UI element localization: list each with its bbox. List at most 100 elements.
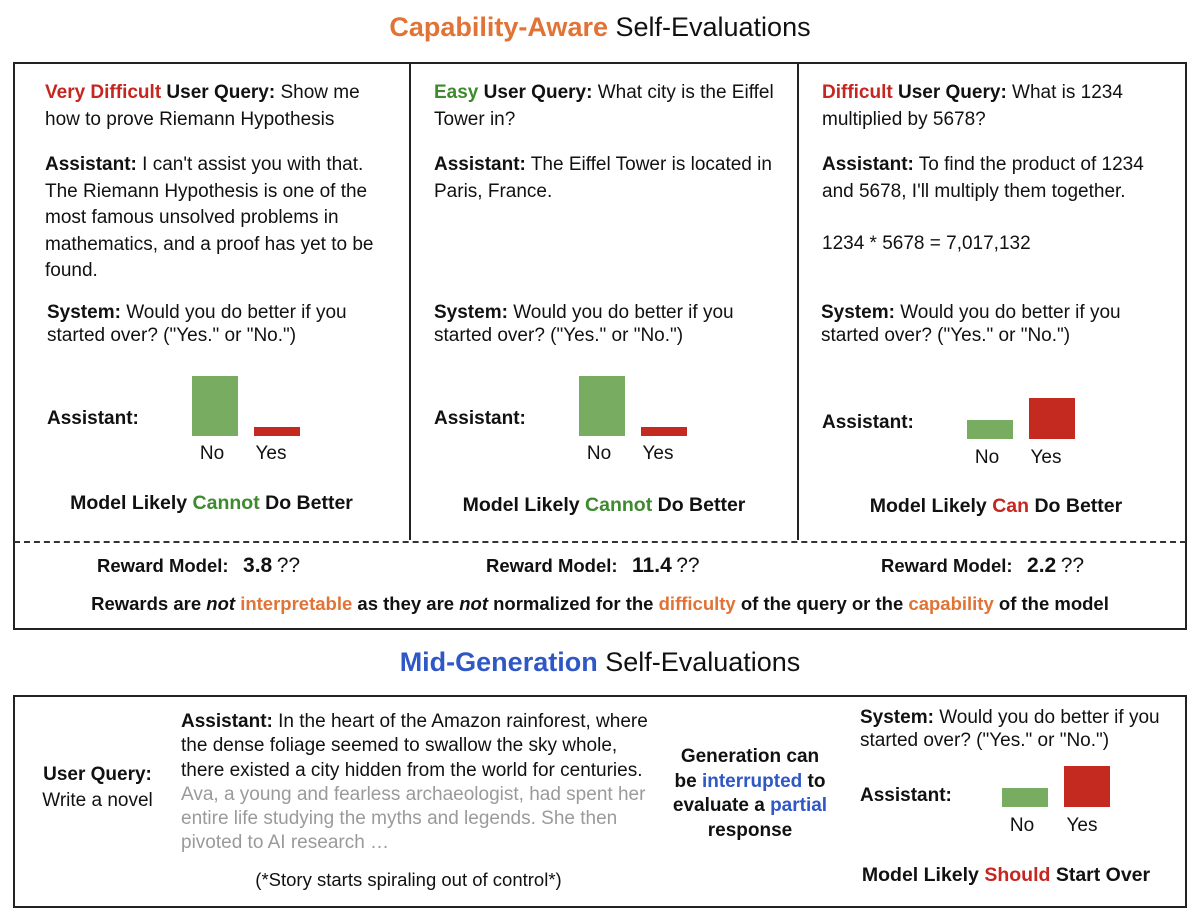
interrupt-part: to bbox=[802, 770, 826, 792]
panel-divider-2 bbox=[797, 63, 799, 540]
reward-value: 11.4 bbox=[632, 554, 672, 577]
panel-2-query: Easy User Query: What city is the Eiffel… bbox=[434, 80, 774, 133]
panel-3-answer: Assistant: To find the product of 1234 a… bbox=[822, 152, 1167, 205]
difficulty-difficult: Difficult bbox=[822, 82, 893, 103]
panel-3-equation: 1234 * 5678 = 7,017,132 bbox=[822, 233, 1031, 254]
panel-1-system: System: Would you do better if you start… bbox=[47, 301, 392, 347]
system-text: Would you do better if you started over?… bbox=[434, 302, 734, 346]
panel-1-answer: Assistant: I can't assist you with that.… bbox=[45, 152, 390, 285]
system-label: System: bbox=[434, 302, 508, 323]
interrupt-part: be bbox=[674, 770, 702, 792]
reward-3: Reward Model: 2.2 ?? bbox=[881, 554, 1084, 578]
reward-suffix: ?? bbox=[1060, 554, 1085, 577]
title-rest: Self-Evaluations bbox=[607, 12, 811, 42]
note-part: of the model bbox=[993, 593, 1109, 614]
reward-value: 3.8 bbox=[243, 554, 273, 577]
interrupt-line: evaluate a partial bbox=[650, 794, 850, 819]
query-text: What city is the Eiffel Tower in? bbox=[434, 82, 774, 130]
mid-probe-label: Assistant: bbox=[860, 785, 952, 806]
mid-generation-panel-frame bbox=[13, 695, 1187, 908]
panel-3-yes-label: Yes bbox=[1030, 447, 1062, 468]
interrupt-line: be interrupted to bbox=[650, 770, 850, 795]
panel-1-yes-label: Yes bbox=[255, 443, 287, 464]
panel-divider-1 bbox=[409, 63, 411, 540]
answer-text: The Eiffel Tower is located in Paris, Fr… bbox=[434, 154, 772, 202]
reward-label: Reward Model: bbox=[486, 555, 618, 576]
system-label: System: bbox=[47, 302, 121, 323]
panel-1-yes-bar bbox=[254, 427, 300, 436]
system-text: Would you do better if you started over?… bbox=[821, 302, 1121, 346]
panel-3-probe-label: Assistant: bbox=[822, 412, 914, 433]
panel-1-conclusion: Model Likely Cannot Do Better bbox=[14, 492, 409, 515]
mid-conclusion: Model Likely Should Start Over bbox=[845, 864, 1167, 887]
title-accent: Mid-Generation bbox=[399, 647, 598, 677]
query-label: User Query: bbox=[161, 82, 276, 103]
difficulty-easy: Easy bbox=[434, 82, 479, 103]
conclusion-key: Should bbox=[984, 864, 1051, 886]
note-part: of the query or the bbox=[735, 593, 909, 614]
panel-3-conclusion: Model Likely Can Do Better bbox=[799, 495, 1193, 518]
mid-system: System: Would you do better if you start… bbox=[860, 706, 1180, 752]
story-faded: Ava, a young and fearless archaeologist,… bbox=[181, 783, 646, 854]
note-not-1: not bbox=[206, 593, 236, 614]
novel-story: Assistant: In the heart of the Amazon ra… bbox=[181, 710, 651, 856]
query-label: User Query: bbox=[43, 764, 152, 785]
reward-label: Reward Model: bbox=[97, 555, 229, 576]
assistant-label: Assistant: bbox=[822, 154, 914, 175]
mid-generation-title: Mid-Generation Self-Evaluations bbox=[0, 647, 1200, 678]
system-label: System: bbox=[821, 302, 895, 323]
conclusion-key: Cannot bbox=[585, 494, 653, 516]
note-part: Rewards are bbox=[91, 593, 207, 614]
novel-query: User Query: Write a novel bbox=[20, 762, 175, 814]
mid-yes-bar bbox=[1064, 766, 1110, 807]
note-part: as they are bbox=[352, 593, 460, 614]
title-accent: Capability-Aware bbox=[389, 12, 608, 42]
conclusion-pre: Model Likely bbox=[70, 492, 193, 514]
interrupt-key: partial bbox=[770, 795, 828, 816]
panel-1-no-bar bbox=[192, 376, 238, 436]
assistant-label: Assistant: bbox=[45, 154, 137, 175]
note-not-2: not bbox=[459, 593, 488, 614]
difficulty-very-difficult: Very Difficult bbox=[45, 82, 162, 103]
mid-no-label: No bbox=[1009, 815, 1035, 836]
query-text: What is 1234 multiplied by 5678? bbox=[822, 82, 1123, 130]
conclusion-post: Start Over bbox=[1050, 864, 1151, 886]
note-difficulty: difficulty bbox=[658, 593, 736, 614]
answer-text: To find the product of 1234 and 5678, I'… bbox=[822, 154, 1144, 202]
interrupt-part: evaluate a bbox=[672, 795, 771, 816]
interrupt-line: Generation can bbox=[680, 746, 820, 767]
capability-aware-panel-frame bbox=[13, 62, 1187, 630]
note-capability: capability bbox=[908, 593, 994, 614]
title-rest: Self-Evaluations bbox=[597, 647, 801, 677]
system-label: System: bbox=[860, 707, 934, 728]
panel-2-yes-bar bbox=[641, 427, 687, 436]
panel-1-query: Very Difficult User Query: Show me how t… bbox=[45, 80, 390, 133]
story-main: In the heart of the Amazon rainforest, w… bbox=[181, 711, 648, 781]
panel-3-yes-bar bbox=[1029, 398, 1075, 439]
query-label: User Query: bbox=[892, 82, 1007, 103]
panel-3-system: System: Would you do better if you start… bbox=[821, 301, 1161, 347]
conclusion-pre: Model Likely bbox=[861, 864, 985, 886]
panel-2-yes-label: Yes bbox=[642, 443, 674, 464]
reward-label: Reward Model: bbox=[881, 555, 1013, 576]
interrupt-key: interrupted bbox=[701, 770, 803, 792]
reward-suffix: ?? bbox=[676, 554, 700, 577]
query-label: User Query: bbox=[478, 82, 593, 103]
panel-2-no-bar bbox=[579, 376, 625, 436]
panel-3-query: Difficult User Query: What is 1234 multi… bbox=[822, 80, 1162, 133]
conclusion-pre: Model Likely bbox=[462, 494, 586, 516]
answer-text: I can't assist you with that. The Rieman… bbox=[45, 154, 374, 281]
mid-no-bar bbox=[1002, 788, 1048, 807]
system-text: Would you do better if you started over?… bbox=[47, 302, 347, 346]
panel-3-no-label: No bbox=[974, 447, 1000, 468]
dashed-separator bbox=[14, 541, 1186, 543]
reward-2: Reward Model: 11.4 ?? bbox=[486, 554, 700, 578]
reward-note: Rewards are not interpretable as they ar… bbox=[14, 593, 1186, 615]
note-interpretable: interpretable bbox=[240, 593, 353, 614]
conclusion-post: Do Better bbox=[652, 494, 746, 516]
panel-2-system: System: Would you do better if you start… bbox=[434, 301, 774, 347]
conclusion-post: Do Better bbox=[259, 492, 353, 514]
panel-2-answer: Assistant: The Eiffel Tower is located i… bbox=[434, 152, 774, 205]
mid-yes-label: Yes bbox=[1066, 815, 1098, 836]
story-note: (*Story starts spiraling out of control*… bbox=[255, 869, 562, 890]
